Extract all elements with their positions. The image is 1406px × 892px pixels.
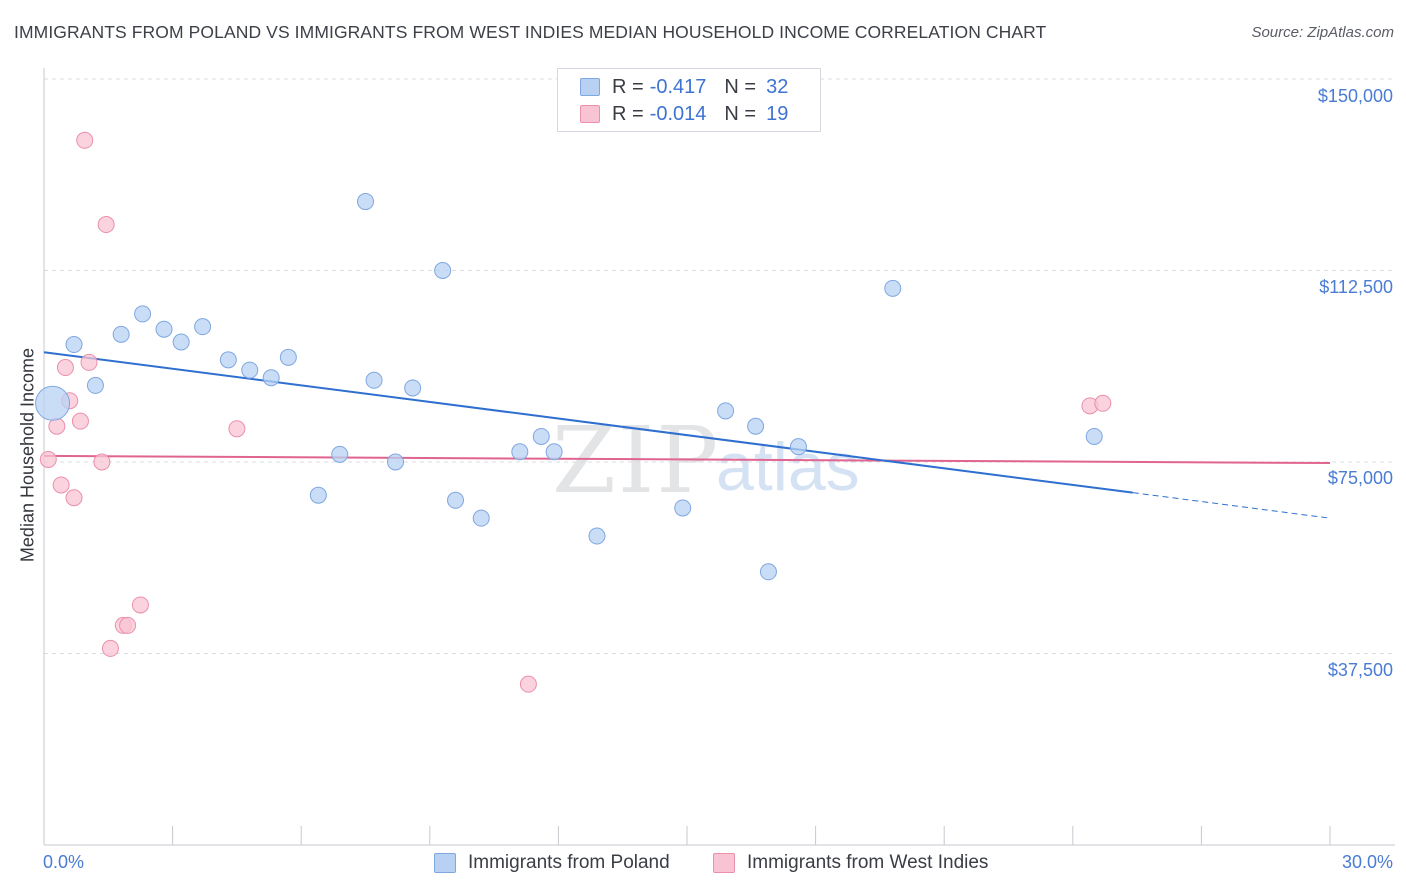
- point-westindies: [80, 353, 98, 371]
- y-axis-label: Median Household Income: [17, 347, 38, 563]
- point-poland: [789, 438, 807, 456]
- point-poland: [155, 320, 173, 338]
- bottom-legend-label-westindies: Immigrants from West Indies: [747, 852, 989, 873]
- point-westindies: [228, 420, 246, 438]
- point-poland: [172, 333, 190, 351]
- point-poland: [532, 427, 550, 445]
- y-tick-label-37500: $37,500: [1327, 660, 1393, 680]
- trend-line-poland-extension: [1132, 492, 1331, 519]
- bottom-legend-poland: Immigrants from Poland: [434, 852, 670, 874]
- point-poland: [134, 305, 152, 323]
- point-poland: [404, 379, 422, 397]
- point-westindies: [76, 131, 94, 149]
- bottom-legend-swatch-poland: [434, 853, 456, 873]
- point-westindies: [519, 675, 537, 693]
- chart-title: IMMIGRANTS FROM POLAND VS IMMIGRANTS FRO…: [14, 22, 1047, 42]
- legend-n-label: N =: [724, 102, 757, 125]
- point-poland: [279, 348, 297, 366]
- point-westindies: [97, 216, 115, 234]
- y-tick-label-112500: $112,500: [1319, 277, 1393, 297]
- point-poland: [747, 417, 765, 435]
- y-tick-label-150000: $150,000: [1317, 86, 1393, 106]
- point-poland: [447, 491, 465, 509]
- point-poland: [434, 262, 452, 279]
- point-westindies: [39, 450, 57, 468]
- point-poland: [759, 563, 777, 581]
- legend-r-value: -0.014: [649, 102, 707, 125]
- bottom-legend-swatch-westindies: [713, 853, 735, 873]
- y-tick-label-75000: $75,000: [1327, 468, 1393, 488]
- point-poland: [717, 402, 735, 420]
- point-poland: [65, 336, 83, 354]
- point-poland: [331, 445, 349, 463]
- correlation-legend: R = -0.417 N = 32 R = -0.014 N = 19: [557, 68, 821, 132]
- legend-swatch-westindies: [580, 105, 600, 123]
- point-poland: [241, 361, 259, 379]
- point-poland: [194, 318, 212, 336]
- trend-line-poland: [43, 351, 1133, 494]
- point-poland: [1085, 427, 1103, 445]
- legend-n-value: 32: [766, 75, 789, 98]
- legend-n-label: N =: [724, 75, 757, 98]
- point-poland: [545, 443, 563, 461]
- point-westindies: [71, 412, 89, 430]
- point-poland: [511, 443, 529, 461]
- point-westindies: [93, 453, 111, 471]
- point-westindies: [119, 616, 137, 634]
- point-poland: [86, 376, 104, 394]
- x-tick-label-max: 30.0%: [1341, 852, 1393, 872]
- point-poland: [219, 351, 237, 369]
- point-poland: [357, 193, 374, 211]
- watermark-zip: ZIP: [552, 407, 720, 514]
- point-poland: [472, 509, 490, 527]
- point-poland: [588, 527, 606, 545]
- watermark-atlas: atlas: [716, 429, 860, 505]
- legend-n-value: 19: [766, 102, 789, 125]
- legend-row-westindies: R = -0.014 N = 19: [580, 101, 788, 127]
- point-poland: [387, 453, 405, 471]
- legend-r-value: -0.417: [649, 75, 707, 98]
- legend-r-label: R =: [612, 75, 644, 98]
- point-poland: [674, 499, 692, 517]
- point-westindies: [65, 489, 83, 507]
- x-tick-label-min: 0.0%: [43, 852, 85, 872]
- point-westindies: [131, 596, 149, 614]
- bottom-legend-westindies: Immigrants from West Indies: [713, 852, 988, 874]
- point-poland: [112, 325, 130, 343]
- legend-r-label: R =: [612, 102, 644, 125]
- point-westindies: [1094, 394, 1112, 412]
- point-westindies: [52, 476, 70, 494]
- trend-line-westindies: [43, 454, 1331, 465]
- legend-swatch-poland: [580, 78, 600, 96]
- trend-lines: [43, 351, 1331, 519]
- data-points: [35, 131, 1112, 693]
- point-westindies: [56, 359, 74, 377]
- bottom-legend-label-poland: Immigrants from Poland: [468, 852, 670, 873]
- point-poland: [35, 385, 71, 421]
- point-poland: [884, 279, 902, 297]
- point-poland: [262, 369, 280, 387]
- source-label: Source: ZipAtlas.com: [1251, 24, 1394, 41]
- point-poland: [365, 371, 383, 389]
- legend-row-poland: R = -0.417 N = 32: [580, 74, 788, 100]
- point-poland: [309, 486, 327, 504]
- point-westindies: [101, 639, 119, 657]
